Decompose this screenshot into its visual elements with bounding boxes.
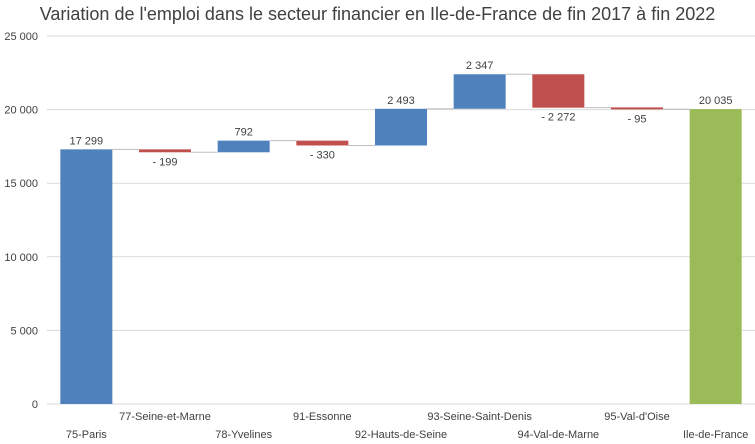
bar [375,108,427,146]
bar [611,107,663,110]
category-label: 91-Essonne [293,411,352,423]
category-label: 75-Paris [66,429,107,441]
bar [139,149,191,153]
y-tick-label: 5 000 [10,325,38,337]
y-tick-label: 15 000 [4,178,38,190]
data-label: 17 299 [70,135,104,147]
data-label: 792 [234,127,252,139]
data-label: 2 493 [387,95,415,107]
y-tick-label: 20 000 [4,105,38,117]
chart-title: Variation de l'emploi dans le secteur fi… [39,4,716,24]
y-tick-label: 25 000 [4,31,38,43]
y-tick-label: 10 000 [4,252,38,264]
data-label: - 95 [628,113,647,125]
category-label: 78-Yvelines [215,429,272,441]
category-label: 95-Val-d'Oise [604,411,669,423]
data-label: - 2 272 [541,112,575,124]
data-label: 2 347 [466,60,494,72]
data-label: - 199 [152,156,177,168]
bar [296,140,349,146]
data-label: 20 035 [699,95,733,107]
category-label: 93-Seine-Saint-Denis [427,411,532,423]
y-tick-label: 0 [32,399,38,411]
bar [453,74,506,109]
bar [217,140,270,153]
data-label: - 330 [310,149,335,161]
category-label: 92-Hauts-de-Seine [355,429,447,441]
bar [60,149,113,404]
bar [532,74,585,108]
category-label: 77-Seine-et-Marne [119,411,211,423]
category-label: Ile-de-France [683,429,748,441]
category-label: 94-Val-de-Marne [517,429,599,441]
bar [689,109,742,404]
